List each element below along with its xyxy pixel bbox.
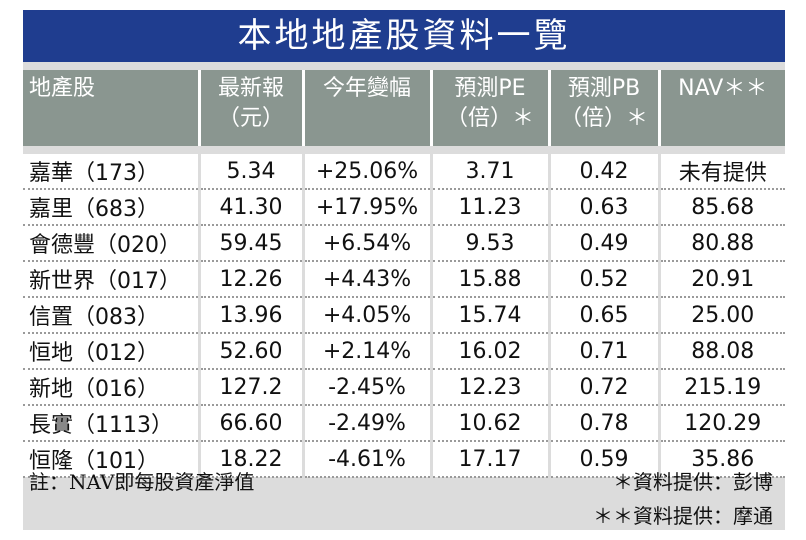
cell-pe: 11.23 [429, 189, 549, 226]
cell-nav: 120.29 [657, 405, 785, 442]
table-row: 會德豐（020） 59.45 +6.54% 9.53 0.49 80.88 [23, 225, 785, 262]
header-line: 今年變幅 [322, 76, 411, 101]
table-row: 恒隆（101） 18.22 -4.61% 17.17 0.59 35.86 [23, 441, 785, 478]
cell-pb: 0.65 [547, 297, 659, 334]
footnote-source-bloomberg: ＊資料提供：彭博 [613, 470, 773, 494]
header-line: （倍）＊ [559, 106, 648, 131]
cell-price: 66.60 [197, 405, 303, 442]
cell-stock: 長實（1113） [23, 405, 199, 442]
cell-nav: 20.91 [657, 261, 785, 298]
cell-pb: 0.78 [547, 405, 659, 442]
cell-pe: 15.88 [429, 261, 549, 298]
cell-change: +6.54% [301, 225, 431, 262]
data-panel: 本地地產股資料一覽 地產股 最新報 （元） 今年變幅 [23, 10, 785, 530]
table-title: 本地地產股資料一覽 [23, 10, 785, 62]
cell-nav: 215.19 [657, 369, 785, 406]
cell-pe: 17.17 [429, 441, 549, 478]
cell-price: 52.60 [197, 333, 303, 370]
table-row: 嘉華（173） 5.34 +25.06% 3.71 0.42 未有提供 [23, 146, 785, 190]
cell-change: -2.49% [301, 405, 431, 442]
header-pb: 預測PB （倍）＊ [547, 70, 659, 150]
cell-change: +25.06% [301, 146, 431, 190]
cell-pb: 0.72 [547, 369, 659, 406]
cell-pb: 0.42 [547, 146, 659, 190]
header-line: 預測PB [567, 76, 641, 101]
cell-stock: 恒隆（101） [23, 441, 199, 478]
header-change: 今年變幅 [301, 70, 431, 150]
cell-change: +17.95% [301, 189, 431, 226]
cell-pb: 0.71 [547, 333, 659, 370]
cell-stock: 恒地（012） [23, 333, 199, 370]
header-line: NAV＊＊ [678, 76, 768, 101]
cell-change: +4.43% [301, 261, 431, 298]
table-row: 長實（1113） 66.60 -2.49% 10.62 0.78 120.29 [23, 405, 785, 442]
cell-pb: 0.59 [547, 441, 659, 478]
cell-price: 5.34 [197, 146, 303, 190]
cell-pb: 0.52 [547, 261, 659, 298]
cell-pe: 9.53 [429, 225, 549, 262]
table-row: 嘉里（683） 41.30 +17.95% 11.23 0.63 85.68 [23, 189, 785, 226]
header-line: （倍）＊ [445, 106, 534, 131]
table-row: 恒地（012） 52.60 +2.14% 16.02 0.71 88.08 [23, 333, 785, 370]
cell-nav: 35.86 [657, 441, 785, 478]
header-pe: 預測PE （倍）＊ [429, 70, 549, 150]
header-line: 預測PE [454, 76, 526, 101]
cell-change: -2.45% [301, 369, 431, 406]
cell-price: 13.96 [197, 297, 303, 334]
property-stocks-table: 地產股 最新報 （元） 今年變幅 預測PE （倍）＊ 預測PB （倍）＊ [23, 70, 785, 478]
cell-nav: 85.68 [657, 189, 785, 226]
header-line: 最新報 [217, 76, 284, 101]
cell-nav: 80.88 [657, 225, 785, 262]
table-row: 新地（016） 127.2 -2.45% 12.23 0.72 215.19 [23, 369, 785, 406]
cell-nav: 25.00 [657, 297, 785, 334]
table-row: 信置（083） 13.96 +4.05% 15.74 0.65 25.00 [23, 297, 785, 334]
footnote-nav-definition: 註：NAV即每股資產淨值 [29, 470, 255, 494]
cell-stock: 信置（083） [23, 297, 199, 334]
cell-nav: 88.08 [657, 333, 785, 370]
cell-price: 18.22 [197, 441, 303, 478]
cell-pe: 10.62 [429, 405, 549, 442]
cell-price: 41.30 [197, 189, 303, 226]
cell-pe: 16.02 [429, 333, 549, 370]
table-row: 新世界（017） 12.26 +4.43% 15.88 0.52 20.91 [23, 261, 785, 298]
cell-stock: 嘉華（173） [23, 146, 199, 190]
cell-pe: 15.74 [429, 297, 549, 334]
cell-stock: 嘉里（683） [23, 189, 199, 226]
cell-change: +4.05% [301, 297, 431, 334]
header-line: 地產股 [29, 76, 96, 101]
header-stock: 地產股 [23, 70, 199, 150]
cell-price: 12.26 [197, 261, 303, 298]
footnote-source-jpmorgan: ＊＊資料提供：摩通 [593, 504, 773, 528]
cell-stock: 會德豐（020） [23, 225, 199, 262]
cell-pe: 12.23 [429, 369, 549, 406]
cell-stock: 新世界（017） [23, 261, 199, 298]
cell-pb: 0.63 [547, 189, 659, 226]
cell-nav: 未有提供 [657, 146, 785, 190]
cell-change: +2.14% [301, 333, 431, 370]
cell-pe: 3.71 [429, 146, 549, 190]
header-row: 地產股 最新報 （元） 今年變幅 預測PE （倍）＊ 預測PB （倍）＊ [23, 70, 785, 150]
cell-change: -4.61% [301, 441, 431, 478]
header-line: （元） [217, 106, 284, 131]
cell-price: 127.2 [197, 369, 303, 406]
header-price: 最新報 （元） [197, 70, 303, 150]
cell-stock: 新地（016） [23, 369, 199, 406]
cell-pb: 0.49 [547, 225, 659, 262]
cell-price: 59.45 [197, 225, 303, 262]
header-nav: NAV＊＊ [657, 70, 785, 150]
